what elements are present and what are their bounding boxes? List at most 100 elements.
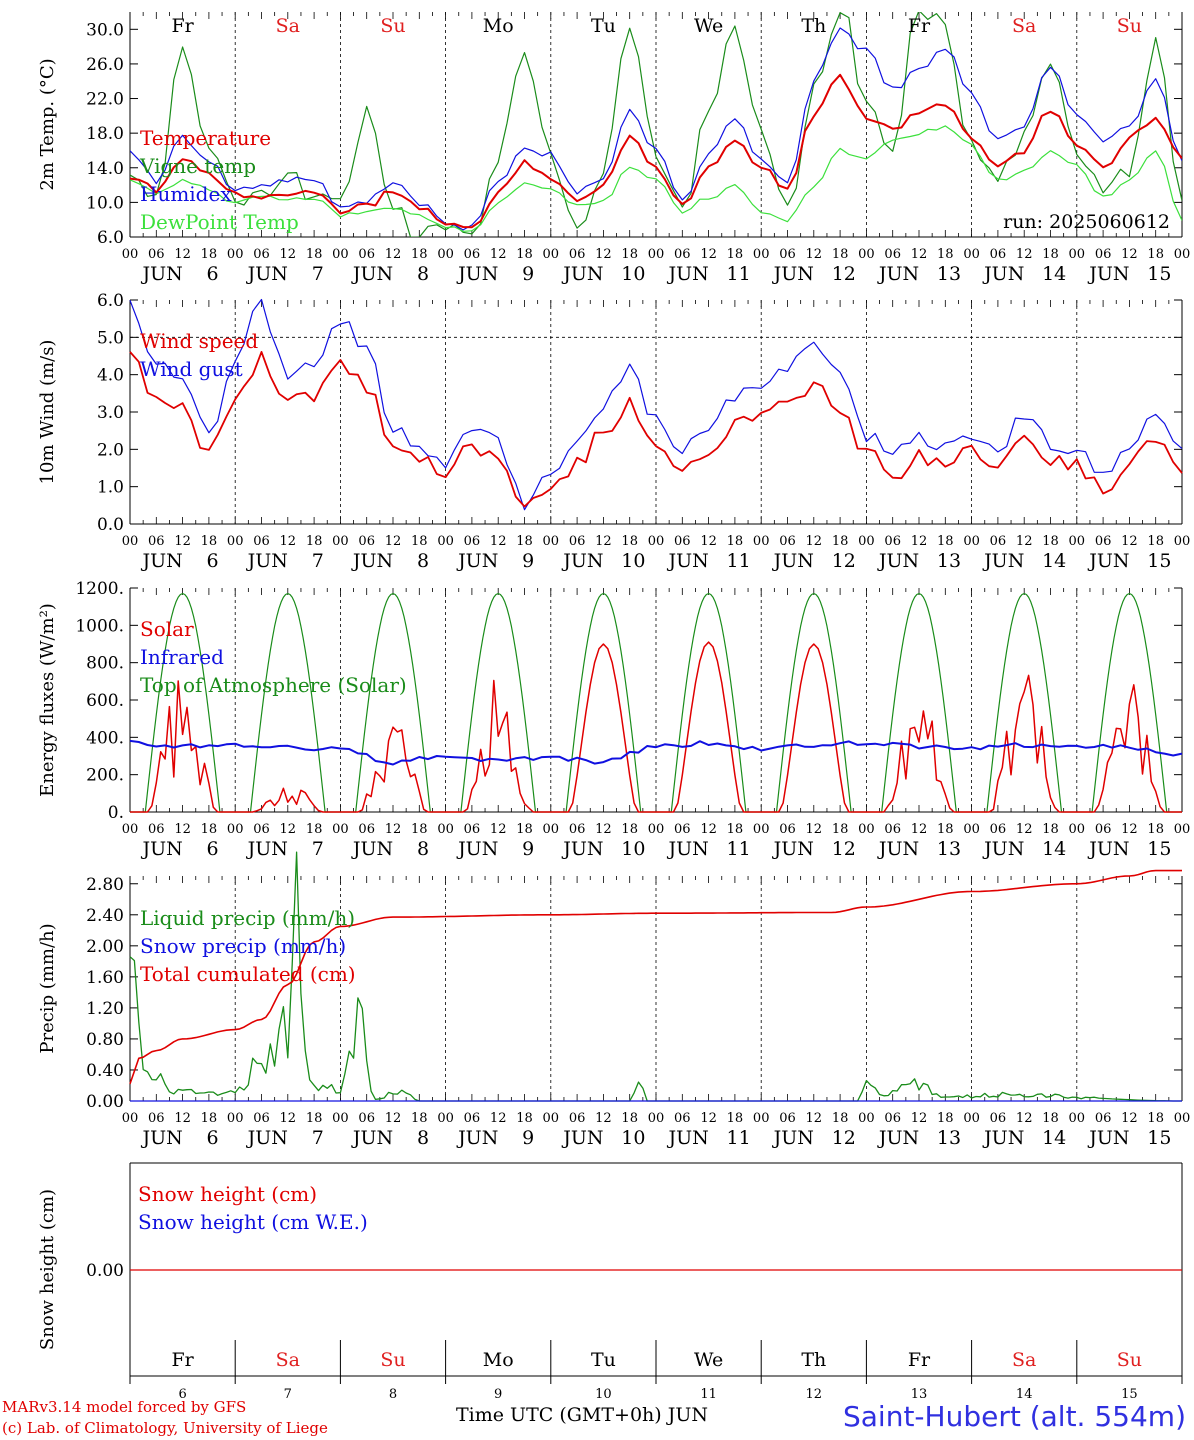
day-name-label: Tu — [591, 1349, 616, 1371]
x-tick-label: 06 — [1095, 822, 1112, 837]
date-day-label: 15 — [1147, 263, 1171, 285]
date-month-label: JUN — [561, 263, 603, 285]
x-tick-label: 00 — [122, 534, 139, 549]
x-tick-label: 06 — [990, 822, 1007, 837]
date-month-label: JUN — [351, 550, 393, 572]
x-tick-label: 18 — [727, 822, 744, 837]
y-tick-label: 1000. — [75, 616, 124, 636]
date-month-label: JUN — [561, 550, 603, 572]
x-tick-label: 12 — [490, 822, 507, 837]
date-day-label: 9 — [522, 550, 534, 572]
y-axis-label: Energy fluxes (W/m²) — [37, 603, 58, 797]
date-day-label: 13 — [937, 838, 961, 860]
x-tick-label: 18 — [832, 1111, 849, 1126]
date-day-label: 11 — [727, 263, 751, 285]
x-tick-label: 18 — [937, 1111, 954, 1126]
y-tick-label: 0. — [108, 803, 124, 823]
x-tick-label: 00 — [437, 247, 454, 262]
date-day-label: 13 — [937, 1127, 961, 1149]
date-day-label: 7 — [312, 263, 324, 285]
legend-entry: Liquid precip (mm/h) — [140, 906, 355, 930]
x-tick-label: 12 — [174, 822, 191, 837]
date-month-label: JUN — [246, 1127, 288, 1149]
y-tick-label: 0.0 — [97, 515, 124, 535]
date-month-label: JUN — [246, 550, 288, 572]
x-tick-label: 12 — [911, 247, 928, 262]
date-month-label: JUN — [772, 1127, 814, 1149]
date-month-label: JUN — [456, 550, 498, 572]
x-tick-label: 18 — [1042, 247, 1059, 262]
date-month-label: JUN — [140, 550, 182, 572]
x-tick-label: 06 — [358, 1111, 375, 1126]
x-tick-label: 12 — [806, 1111, 823, 1126]
x-tick-label: 06 — [148, 1111, 165, 1126]
date-day-label: 13 — [937, 550, 961, 572]
x-tick-label: 06 — [358, 534, 375, 549]
y-tick-label: 1.20 — [86, 999, 124, 1019]
series-wind-gust — [129, 298, 1183, 511]
y-tick-label: 10.0 — [86, 193, 124, 213]
date-month-label: JUN — [1087, 263, 1129, 285]
x-tick-label: 00 — [858, 534, 875, 549]
date-month-label: JUN — [877, 1127, 919, 1149]
x-tick-label: 00 — [753, 247, 770, 262]
legend-entry: Temperature — [140, 126, 271, 150]
y-tick-label: 0.00 — [86, 1261, 124, 1281]
x-tick-label: 00 — [648, 1111, 665, 1126]
x-tick-label: 12 — [1016, 1111, 1033, 1126]
x-tick-label: 18 — [1042, 1111, 1059, 1126]
time-axis-label: Time UTC (GMT+0h) JUN — [456, 1404, 708, 1426]
date-day-label: 12 — [832, 263, 856, 285]
x-tick-label: 00 — [122, 822, 139, 837]
x-tick-label: 12 — [911, 1111, 928, 1126]
x-tick-label: 12 — [385, 822, 402, 837]
x-tick-label: 00 — [227, 534, 244, 549]
x-tick-label: 06 — [253, 534, 270, 549]
date-day-label: 6 — [178, 1387, 186, 1402]
x-tick-label: 06 — [779, 822, 796, 837]
date-day-label: 14 — [1042, 838, 1066, 860]
series-solar — [130, 641, 1182, 813]
x-tick-label: 06 — [253, 1111, 270, 1126]
date-month-label: JUN — [140, 838, 182, 860]
day-name-label: Mo — [483, 15, 514, 37]
series-temperature — [130, 73, 1182, 229]
date-day-label: 10 — [595, 1387, 612, 1402]
x-tick-label: 12 — [1016, 247, 1033, 262]
date-day-label: 6 — [207, 550, 219, 572]
x-tick-label: 06 — [674, 1111, 691, 1126]
y-tick-label: 0.00 — [86, 1092, 124, 1112]
series-total-cumulated — [129, 869, 1182, 1085]
copyright-credit: (c) Lab. of Climatology, University of L… — [2, 1419, 328, 1437]
x-tick-label: 00 — [1069, 534, 1086, 549]
date-month-label: JUN — [666, 838, 708, 860]
x-tick-label: 06 — [464, 822, 481, 837]
x-tick-label: 18 — [621, 1111, 638, 1126]
x-tick-label: 00 — [1069, 822, 1086, 837]
date-month-label: JUN — [982, 1127, 1024, 1149]
y-tick-label: 2.40 — [86, 906, 124, 926]
legend-entry: Top of Atmosphere (Solar) — [140, 673, 407, 697]
x-tick-label: 12 — [1121, 534, 1138, 549]
x-tick-label: 00 — [858, 247, 875, 262]
date-month-label: JUN — [877, 838, 919, 860]
x-tick-label: 12 — [1121, 1111, 1138, 1126]
x-tick-label: 00 — [122, 247, 139, 262]
x-tick-label: 00 — [1174, 247, 1191, 262]
x-tick-label: 00 — [227, 247, 244, 262]
series-dewpoint-temp — [130, 125, 1182, 232]
y-axis-label: 2m Temp. (°C) — [37, 58, 58, 190]
x-tick-label: 00 — [753, 534, 770, 549]
x-tick-label: 00 — [227, 822, 244, 837]
date-month-label: JUN — [246, 263, 288, 285]
x-tick-label: 12 — [1016, 534, 1033, 549]
x-tick-label: 12 — [490, 534, 507, 549]
date-month-label: JUN — [877, 550, 919, 572]
y-axis-label: Snow height (cm) — [37, 1189, 58, 1350]
date-day-label: 7 — [284, 1387, 292, 1402]
y-tick-label: 5.0 — [97, 328, 124, 348]
x-tick-label: 12 — [385, 247, 402, 262]
date-day-label: 13 — [911, 1387, 928, 1402]
date-day-label: 7 — [312, 838, 324, 860]
